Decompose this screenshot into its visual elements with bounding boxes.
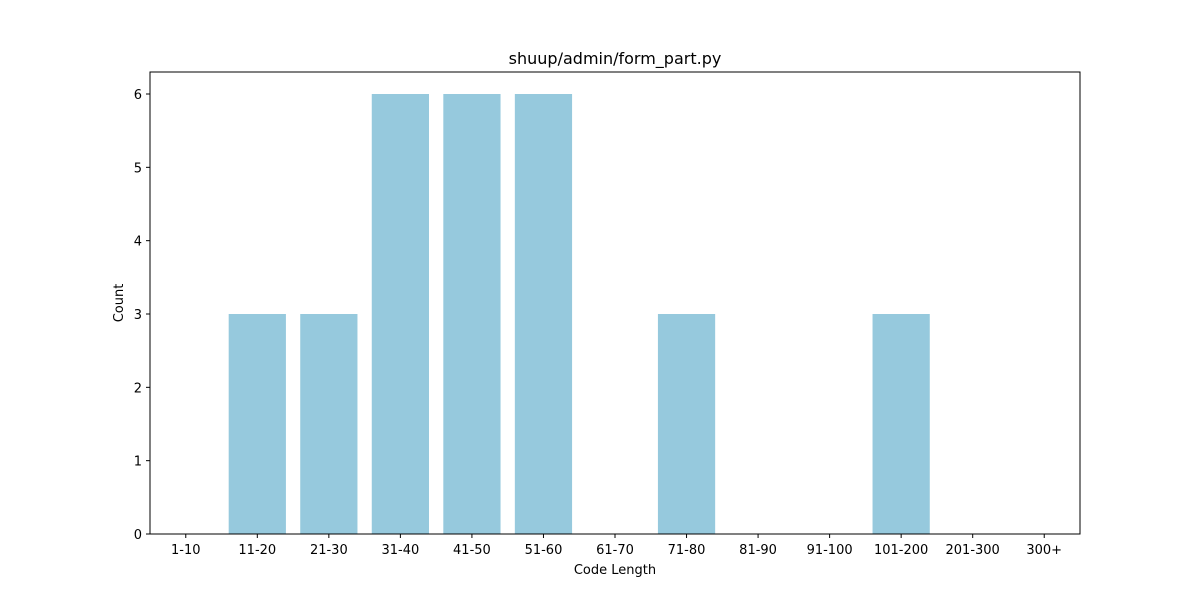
bar-101-200: [872, 314, 930, 534]
plot-frame: [149, 71, 1081, 535]
bar-21-30: [300, 314, 358, 534]
x-tick-label: 1-10: [171, 543, 201, 558]
chart-title: shuup/admin/form_part.py: [509, 49, 722, 69]
x-tick-label: 11-20: [238, 543, 276, 558]
x-tick-label: 101-200: [874, 543, 928, 558]
y-tick-label: 6: [134, 88, 142, 103]
y-tick-label: 3: [134, 308, 142, 323]
bar-71-80: [657, 314, 716, 534]
y-tick-label: 0: [134, 528, 142, 543]
bars: [228, 94, 930, 534]
y-tick-label: 4: [134, 235, 142, 250]
x-axis-label: Code Length: [574, 563, 656, 578]
x-tick-label: 31-40: [381, 543, 419, 558]
y-tick-label: 5: [134, 161, 142, 176]
x-tick-label: 201-300: [946, 543, 1000, 558]
x-axis-ticks: 1-10 11-20 21-30 31-40 41-50 51-60 61-70 71-80 8…: [171, 534, 1062, 558]
x-tick-label: 41-50: [453, 543, 491, 558]
x-tick-label: 81-90: [739, 543, 777, 558]
x-tick-label: 51-60: [525, 543, 563, 558]
bar-51-60: [514, 94, 573, 534]
x-tick-label: 91-100: [807, 543, 853, 558]
x-tick-label: 300+: [1026, 543, 1062, 558]
y-axis-ticks: 0 1 2 3 4 5 6: [134, 88, 150, 543]
x-tick-label: 21-30: [310, 543, 348, 558]
y-tick-label: 2: [134, 381, 142, 396]
y-tick-label: 1: [134, 455, 142, 470]
x-tick-label: 61-70: [596, 543, 634, 558]
x-tick-label: 71-80: [668, 543, 706, 558]
bar-31-40: [371, 94, 429, 534]
y-axis-label: Count: [112, 284, 127, 323]
bar-11-20: [228, 314, 286, 534]
bar-41-50: [443, 94, 501, 534]
